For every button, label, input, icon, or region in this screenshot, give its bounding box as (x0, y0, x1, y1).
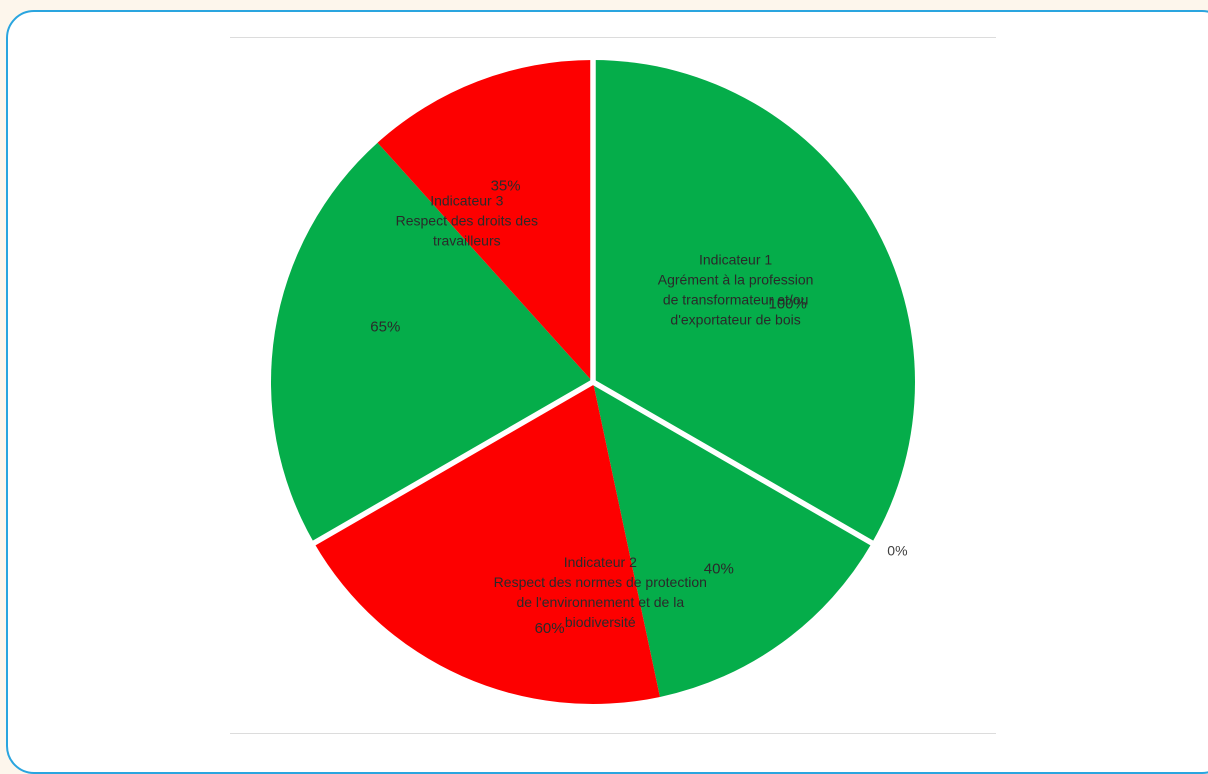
category-label-line: Indicateur 3 (430, 193, 503, 209)
category-label-line: Respect des normes de protection (494, 574, 707, 590)
pie-slices (271, 54, 915, 704)
slice-indicateur-1-compliant (593, 60, 915, 543)
category-label-line: d'exportateur de bois (670, 311, 800, 327)
slice-indicateur-3-compliant (271, 142, 593, 543)
category-label-line: Agrément à la profession (658, 271, 814, 287)
data-label: 60% (535, 620, 565, 637)
category-label-line: de transformateur et/ou (663, 291, 809, 307)
slice-indicateur-2-non-compliant (314, 382, 660, 704)
bottom-rule (230, 733, 996, 734)
slice-separator (591, 379, 879, 549)
chart-container: Indicateur 1 Agrément à la profession de t… (230, 37, 996, 734)
category-label-line: travailleurs (433, 233, 501, 249)
data-label: 65% (370, 318, 400, 335)
category-label-line: biodiversité (565, 614, 636, 630)
data-label: 0% (887, 543, 907, 559)
pie-chart: Indicateur 1 Agrément à la profession de t… (271, 54, 915, 704)
slice-indicateur-2-compliant (593, 382, 872, 697)
data-label: 100% (769, 295, 807, 312)
data-label: 40% (704, 561, 734, 578)
category-label-line: Indicateur 1 (699, 251, 772, 267)
slice-indicateur-3-non-compliant (377, 60, 593, 382)
category-label-line: de l'environnement et de la (516, 594, 684, 610)
category-label-line: Indicateur 2 (564, 554, 637, 570)
data-label: 35% (491, 178, 521, 195)
slice-separator (307, 379, 595, 549)
top-rule (230, 37, 996, 38)
category-label-line: Respect des droits des (396, 213, 538, 229)
pie-labels: Indicateur 1 Agrément à la profession de t… (370, 178, 907, 638)
